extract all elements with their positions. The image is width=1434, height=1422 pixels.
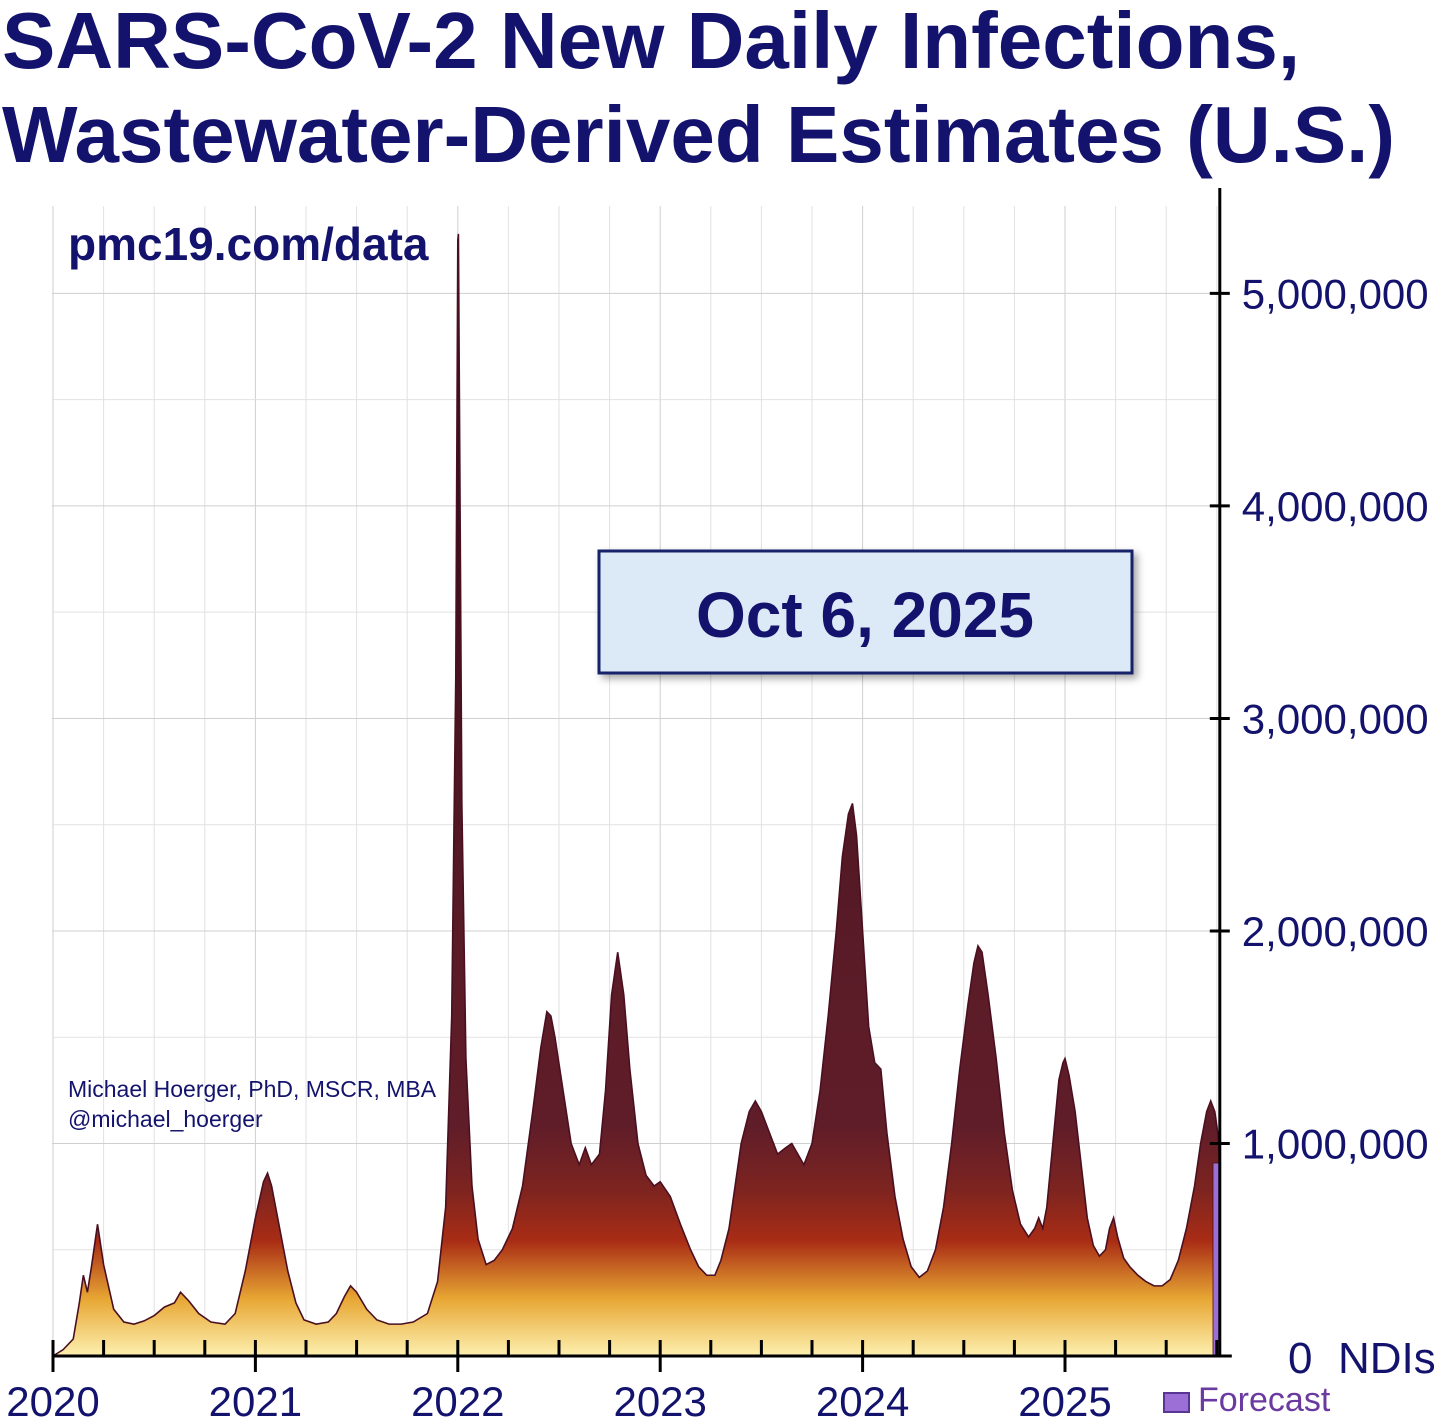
svg-text:2025: 2025 bbox=[1018, 1378, 1111, 1422]
svg-text:2022: 2022 bbox=[411, 1378, 504, 1422]
svg-text:4,000,000: 4,000,000 bbox=[1242, 483, 1429, 530]
svg-text:SARS-CoV-2 New Daily Infection: SARS-CoV-2 New Daily Infections, bbox=[2, 0, 1300, 85]
svg-text:@michael_hoerger: @michael_hoerger bbox=[68, 1106, 263, 1132]
svg-text:2021: 2021 bbox=[209, 1378, 302, 1422]
svg-text:Michael Hoerger, PhD, MSCR, MB: Michael Hoerger, PhD, MSCR, MBA bbox=[68, 1076, 437, 1102]
svg-text:2020: 2020 bbox=[6, 1378, 99, 1422]
svg-text:2023: 2023 bbox=[613, 1378, 706, 1422]
svg-text:Wastewater-Derived Estimates (: Wastewater-Derived Estimates (U.S.) bbox=[2, 90, 1395, 179]
svg-text:3,000,000: 3,000,000 bbox=[1242, 695, 1429, 742]
svg-text:2,000,000: 2,000,000 bbox=[1242, 908, 1429, 955]
svg-text:1,000,000: 1,000,000 bbox=[1242, 1120, 1429, 1167]
svg-text:NDIs: NDIs bbox=[1338, 1334, 1434, 1383]
svg-text:5,000,000: 5,000,000 bbox=[1242, 270, 1429, 317]
svg-text:pmc19.com/data: pmc19.com/data bbox=[68, 218, 429, 270]
svg-text:Forecast: Forecast bbox=[1198, 1381, 1331, 1419]
svg-text:0: 0 bbox=[1288, 1334, 1312, 1383]
svg-text:Oct 6, 2025: Oct 6, 2025 bbox=[696, 579, 1034, 651]
svg-text:2024: 2024 bbox=[816, 1378, 909, 1422]
